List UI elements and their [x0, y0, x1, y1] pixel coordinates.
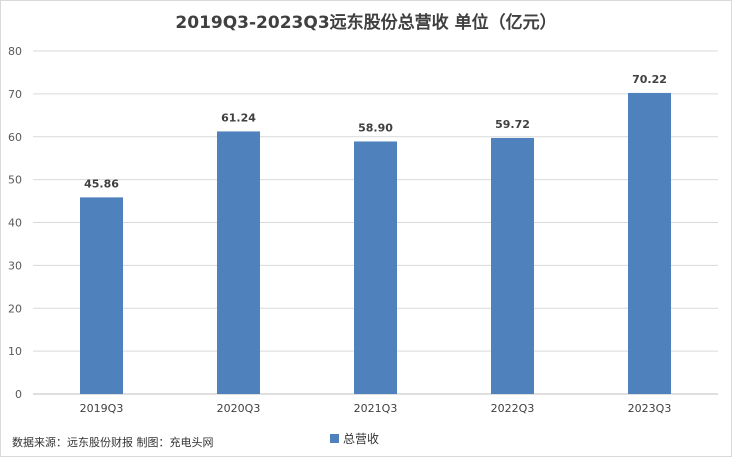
data-label: 45.86: [84, 177, 119, 190]
data-source-note: 数据来源：远东股份财报 制图：充电头网: [12, 436, 214, 449]
chart-title: 2019Q3-2023Q3远东股份总营收 单位（亿元）: [175, 13, 557, 33]
y-tick-label: 0: [15, 388, 22, 401]
y-tick-label: 70: [8, 88, 22, 101]
y-tick-label: 10: [8, 345, 22, 358]
bar: [628, 92, 671, 394]
x-tick-label: 2023Q3: [628, 402, 672, 415]
bar: [354, 141, 397, 394]
data-label: 70.22: [632, 73, 667, 86]
y-tick-label: 80: [8, 45, 22, 58]
y-tick-label: 20: [8, 302, 22, 315]
legend-swatch: [330, 434, 339, 443]
data-label: 61.24: [221, 111, 256, 124]
y-tick-label: 50: [8, 174, 22, 187]
y-tick-label: 40: [8, 217, 22, 230]
y-tick-label: 60: [8, 131, 22, 144]
bar: [217, 131, 260, 394]
chart-legend: 总营收: [330, 430, 379, 447]
bar: [491, 137, 534, 394]
x-tick-label: 2019Q3: [80, 402, 124, 415]
y-tick-label: 30: [8, 259, 22, 272]
data-label: 58.90: [358, 121, 393, 134]
x-tick-label: 2022Q3: [491, 402, 535, 415]
bar: [80, 197, 123, 394]
data-label: 59.72: [495, 118, 530, 131]
legend-label: 总营收: [343, 432, 380, 446]
x-tick-label: 2021Q3: [354, 402, 398, 415]
x-tick-label: 2020Q3: [217, 402, 261, 415]
